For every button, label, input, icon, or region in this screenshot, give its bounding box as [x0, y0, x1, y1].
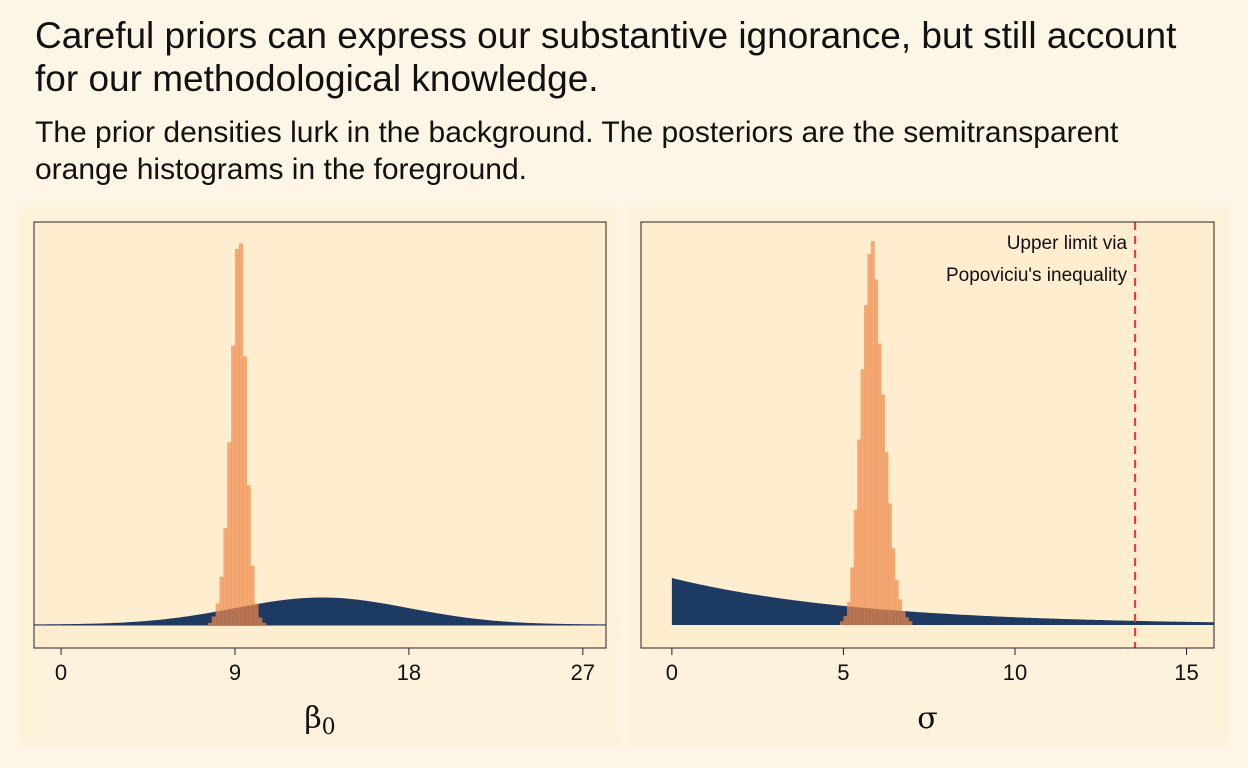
posterior-bar	[843, 616, 848, 625]
posterior-bar	[894, 580, 899, 625]
plot-area	[641, 222, 1214, 648]
posterior-bar	[846, 601, 851, 625]
panel-beta0: 0 9 18 27 β0	[18, 206, 621, 748]
chart-sigma: Upper limit via Popoviciu's inequality 0 5…	[640, 221, 1215, 736]
posterior-bar	[211, 616, 217, 625]
posterior-bar	[877, 343, 882, 625]
x-tick-label: 5	[837, 660, 849, 685]
posterior-bar	[850, 567, 855, 625]
annotation-line: Popoviciu's inequality	[946, 265, 1128, 286]
x-tick-label: 27	[571, 660, 595, 685]
posterior-bar	[864, 305, 868, 625]
posterior-bar	[207, 622, 213, 625]
posterior-bar	[853, 509, 858, 625]
posterior-bar	[891, 548, 896, 625]
reference-layer: Upper limit via Popoviciu's inequality	[946, 222, 1137, 648]
chart-beta0: 0 9 18 27 β0	[33, 221, 607, 740]
x-tick-label: 9	[229, 660, 241, 685]
figure-subtitle: The prior densities lurk in the backgrou…	[35, 116, 1119, 186]
figure-title: Careful priors can express our substanti…	[35, 15, 1177, 99]
posterior-bar	[874, 279, 879, 625]
x-axis: 0 5 10 15	[666, 648, 1199, 685]
posterior-bar	[884, 452, 889, 625]
posterior-layer	[840, 241, 913, 626]
posterior-bar	[250, 565, 255, 625]
posterior-bar	[246, 485, 251, 625]
posterior-bar	[857, 439, 861, 625]
x-axis-label: σ	[917, 701, 937, 736]
x-axis-label: β0	[304, 701, 335, 740]
prior-density	[33, 597, 607, 626]
x-tick-label: 18	[397, 660, 421, 685]
prior-density	[671, 578, 1214, 625]
posterior-bar	[881, 394, 886, 625]
posterior-bar	[840, 621, 844, 625]
prior-layer	[671, 578, 1214, 625]
plot-frame	[640, 221, 1215, 649]
posterior-bar	[905, 617, 910, 625]
posterior-bar	[898, 599, 903, 625]
plot-area	[34, 222, 606, 648]
posterior-bar	[234, 248, 240, 625]
x-axis: 0 9 18 27	[55, 648, 595, 685]
x-tick-label: 0	[55, 660, 67, 685]
x-tick-label: 10	[1003, 660, 1027, 685]
posterior-bar	[254, 603, 259, 625]
x-tick-label: 0	[666, 660, 678, 685]
posterior-bar	[242, 356, 247, 625]
posterior-bar	[870, 241, 875, 625]
posterior-bar	[219, 576, 224, 625]
x-tick-label: 15	[1174, 660, 1198, 685]
posterior-bar	[215, 603, 220, 625]
posterior-bar	[901, 610, 906, 625]
posterior-bar	[258, 617, 263, 625]
posterior-layer	[207, 243, 267, 626]
posterior-bar	[888, 503, 892, 625]
posterior-bar	[223, 528, 228, 625]
posterior-bar	[227, 442, 232, 625]
posterior-bar	[860, 369, 865, 625]
annotation-line: Upper limit via	[1007, 233, 1128, 254]
posterior-bar	[867, 253, 872, 626]
posterior-bar	[908, 621, 913, 625]
posterior-bar	[231, 345, 236, 625]
panel-sigma: Upper limit via Popoviciu's inequality 0 5…	[626, 206, 1230, 748]
plot-frame	[33, 221, 607, 649]
posterior-bar	[238, 243, 244, 626]
prior-layer	[33, 597, 607, 626]
posterior-bar	[262, 622, 267, 625]
